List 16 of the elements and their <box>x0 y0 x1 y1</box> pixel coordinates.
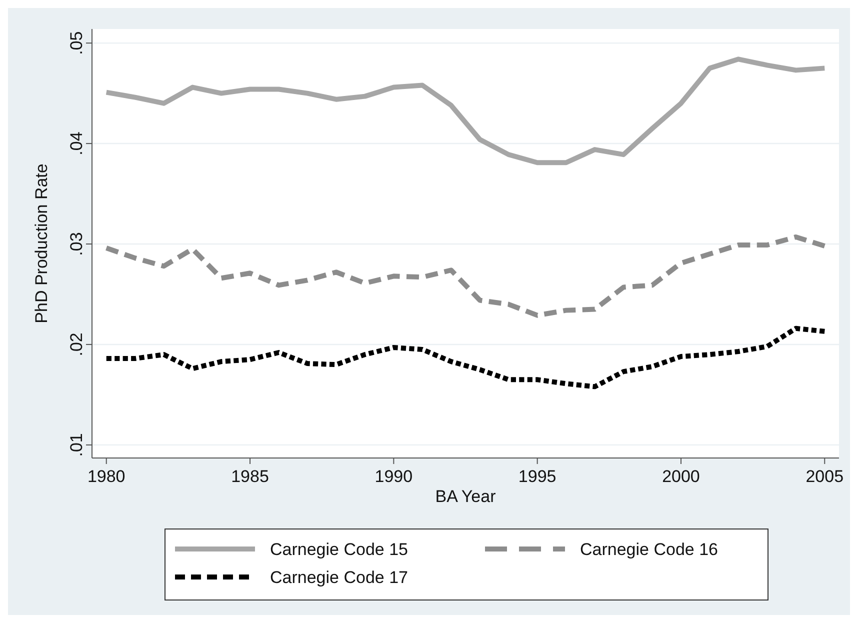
legend-label: Carnegie Code 17 <box>270 568 408 587</box>
y-tick-label: .04 <box>67 132 86 156</box>
y-tick-label: .03 <box>67 232 86 256</box>
x-tick-label: 1990 <box>374 467 413 486</box>
y-tick-label: .05 <box>67 31 86 55</box>
legend-label: Carnegie Code 15 <box>270 540 408 559</box>
x-tick-label: 2000 <box>662 467 700 486</box>
legend-label: Carnegie Code 16 <box>580 540 718 559</box>
x-tick-label: 1995 <box>518 467 556 486</box>
x-tick-label: 1985 <box>231 467 269 486</box>
y-axis-title: PhD Production Rate <box>32 164 51 324</box>
y-tick-label: .01 <box>67 433 86 457</box>
x-axis-title: BA Year <box>435 487 496 506</box>
y-tick-label: .02 <box>67 332 86 356</box>
x-tick-label: 1980 <box>87 467 126 486</box>
x-tick-label: 2005 <box>806 467 844 486</box>
